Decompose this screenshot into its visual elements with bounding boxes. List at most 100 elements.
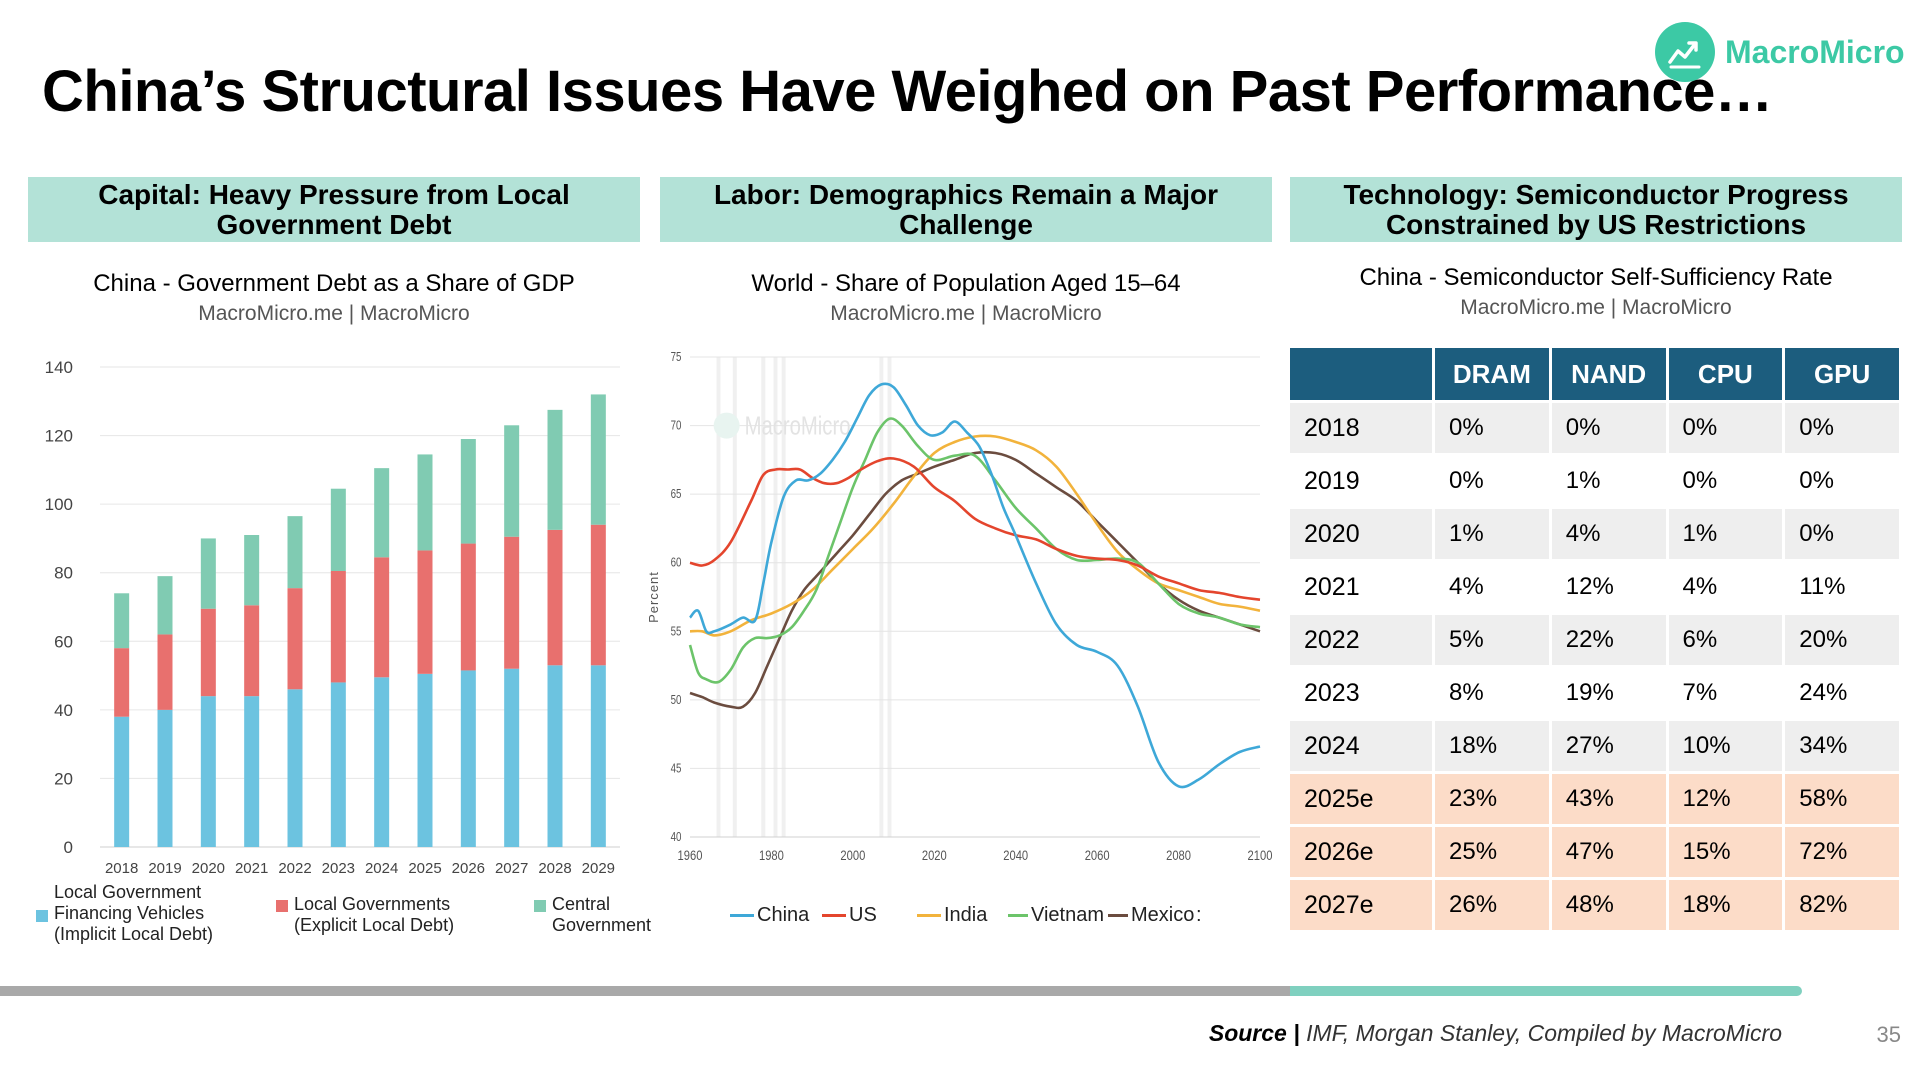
legend-item-india: India [917, 904, 987, 927]
legend-label-lgfv: Local Government Financing Vehicles (Imp… [54, 882, 214, 944]
legend-swatch-lgfv [36, 910, 48, 922]
bar-segment-lgfv [287, 689, 303, 847]
x-tick-label: 2020 [922, 848, 947, 863]
debt-bar-chart: 0 20 40 60 80 100 120 140 2018 2019 2020 2021 2022 20… [45, 358, 620, 875]
x-tick-label: 2019 [148, 860, 181, 875]
table-cell-year: 2022 [1290, 612, 1435, 667]
table-cell-cpu: 18% [1667, 877, 1786, 930]
x-tick-label: 2029 [582, 860, 615, 875]
macromicro-logo: MacroMicro [1655, 22, 1905, 82]
x-tick-label: 2020 [192, 860, 225, 875]
legend-label-us: US [849, 904, 877, 926]
y-tick-label: 55 [671, 625, 682, 639]
bar-segment-central [330, 488, 346, 571]
population-chart-title: World - Share of Population Aged 15–64 [751, 270, 1181, 297]
bar-segment-lgfv [417, 673, 433, 847]
x-tick-label: 2027 [495, 860, 528, 875]
bar-segment-explicit [590, 524, 606, 666]
table-cell-gpu: 20% [1783, 612, 1902, 667]
legend-truncated-mark: : [1196, 904, 1202, 926]
bar-segment-central [374, 468, 390, 558]
legend-label-india: India [944, 904, 988, 926]
legend-line-us [822, 914, 846, 917]
legend-label-vietnam: Vietnam [1031, 904, 1105, 926]
table-cell-dram: 8% [1433, 665, 1552, 720]
trend-chart-icon [1655, 22, 1715, 82]
recession-band [781, 357, 786, 837]
page-number: 35 [1876, 1022, 1901, 1047]
bar-segment-lgfv [200, 696, 216, 847]
table-cell-nand: 43% [1550, 771, 1669, 826]
table-cell-gpu: 0% [1783, 453, 1902, 508]
debt-chart-source: MacroMicro.me | MacroMicro [198, 302, 470, 325]
table-cell-gpu: 11% [1783, 559, 1902, 614]
recession-band [773, 357, 778, 837]
legend-label-explicit: Local Governments (Explicit Local Debt) [294, 894, 455, 935]
table-header-gpu: GPU [1783, 348, 1902, 402]
table-cell-year: 2024 [1290, 718, 1435, 773]
legend-item-us: US [822, 904, 877, 927]
table-cell-year: 2027e [1290, 877, 1435, 930]
watermark: MacroMicro [745, 411, 851, 440]
table-cell-dram: 0% [1433, 453, 1552, 508]
y-tick-label: 40 [671, 831, 682, 845]
table-cell-dram: 23% [1433, 771, 1552, 826]
x-tick-label: 2018 [105, 860, 138, 875]
x-tick-label: 2080 [1166, 848, 1191, 863]
table-row: 2022 5% 22% 6% 20% [1290, 612, 1902, 667]
table-row: 2019 0% 1% 0% 0% [1290, 453, 1902, 508]
table-row: 2024 18% 27% 10% 34% [1290, 718, 1902, 773]
bar-segment-lgfv [590, 665, 606, 847]
recession-band [716, 357, 721, 837]
table-header-row: DRAM NAND CPU GPU [1290, 348, 1902, 402]
bar-segment-central [157, 576, 173, 635]
source-note: Source | IMF, Morgan Stanley, Compiled b… [1208, 1020, 1782, 1046]
legend-line-mexico [1108, 914, 1128, 917]
x-tick-label: 2100 [1248, 848, 1273, 863]
table-cell-gpu: 58% [1783, 771, 1902, 826]
recession-band [761, 357, 766, 837]
table-cell-dram: 0% [1433, 400, 1552, 455]
table-cell-year: 2020 [1290, 506, 1435, 561]
bar-segment-central [114, 593, 130, 649]
x-tick-label: 2022 [278, 860, 311, 875]
slide-title: China’s Structural Issues Have Weighed o… [42, 59, 1773, 124]
table-cell-cpu: 12% [1667, 771, 1786, 826]
x-tick-label: 1980 [759, 848, 784, 863]
table-cell-cpu: 0% [1667, 400, 1786, 455]
bar-segment-central [417, 454, 433, 551]
table-cell-year: 2021 [1290, 559, 1435, 614]
x-tick-label: 2021 [235, 860, 268, 875]
bar-segment-explicit [200, 608, 216, 697]
legend-label-mexico: Mexico [1131, 904, 1195, 926]
bar-segment-explicit [417, 550, 433, 674]
legend-line-vietnam [1008, 914, 1028, 917]
x-tick-label: 2023 [322, 860, 355, 875]
table-cell-dram: 26% [1433, 877, 1552, 930]
bar-segment-central [504, 425, 520, 537]
y-tick-label: 100 [45, 495, 73, 514]
debt-chart-title: China - Government Debt as a Share of GD… [93, 270, 575, 297]
bar-segment-lgfv [547, 665, 563, 847]
table-cell-gpu: 72% [1783, 824, 1902, 879]
bar-segment-lgfv [157, 709, 173, 847]
bar-segment-lgfv [460, 670, 476, 847]
bar-segment-explicit [287, 588, 303, 690]
x-tick-label: 2040 [1003, 848, 1028, 863]
table-cell-year: 2025e [1290, 771, 1435, 826]
legend-swatch-explicit [276, 900, 288, 912]
table-cell-nand: 12% [1550, 559, 1669, 614]
semiconductor-table-title: China - Semiconductor Self-Sufficiency R… [1359, 264, 1833, 291]
progress-bar-accent [1290, 986, 1802, 996]
y-tick-label: 45 [671, 762, 682, 776]
legend-item-mexico: Mexico [1108, 904, 1194, 927]
population-chart-source: MacroMicro.me | MacroMicro [830, 302, 1102, 325]
x-tick-label: 2025 [408, 860, 441, 875]
recession-band [887, 357, 892, 837]
table-cell-gpu: 24% [1783, 665, 1902, 720]
table-cell-year: 2023 [1290, 665, 1435, 720]
y-tick-label: 60 [671, 557, 682, 571]
legend-swatch-central [534, 900, 546, 912]
logo-text: MacroMicro [1725, 33, 1905, 70]
legend-item-lgfv: Local Government Financing Vehicles (Imp… [36, 882, 266, 945]
